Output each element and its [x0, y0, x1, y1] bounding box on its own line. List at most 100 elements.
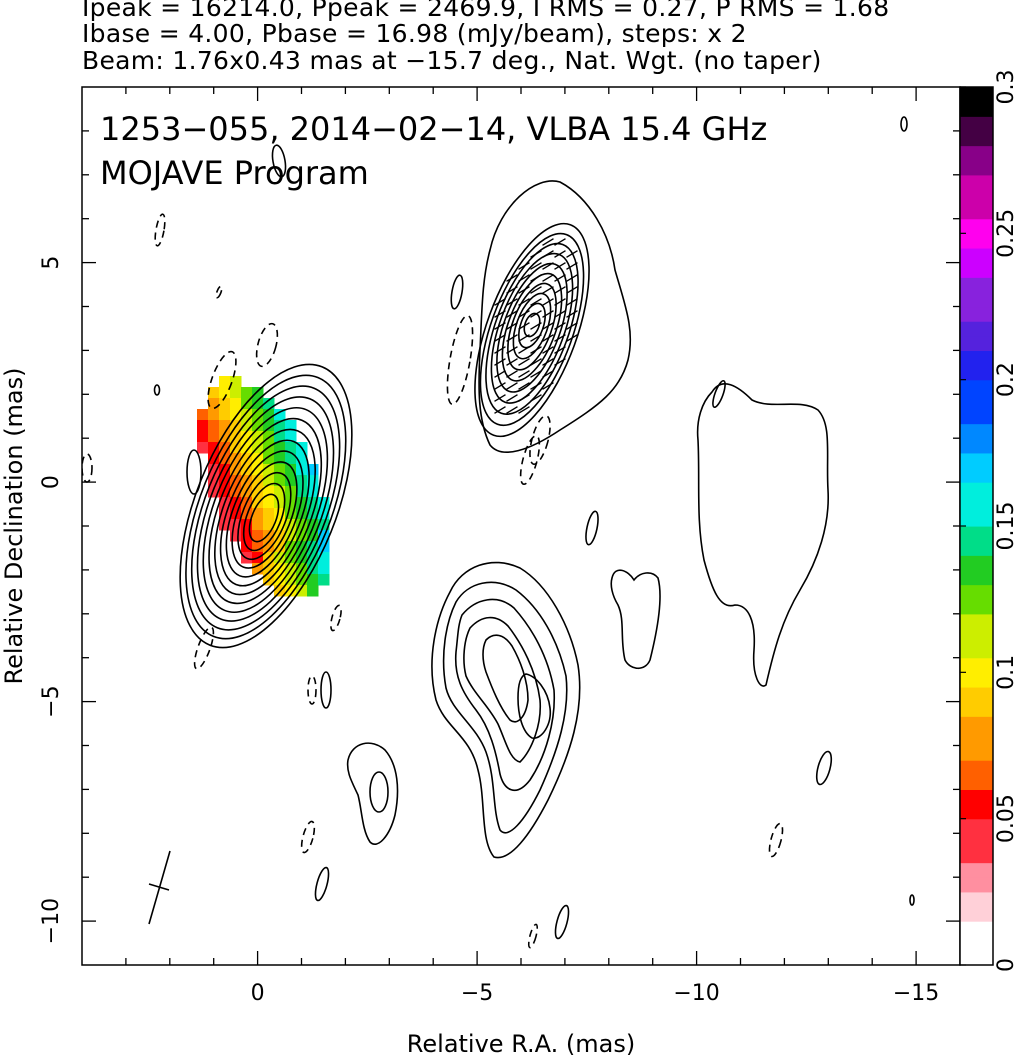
polarization-vector [566, 322, 578, 330]
polarization-vector [554, 274, 566, 282]
polarization-vector [506, 406, 518, 414]
patch-cell [318, 497, 330, 509]
patch-cell [274, 574, 286, 586]
patch-cell [219, 398, 231, 410]
y-tick-label: −10 [39, 898, 64, 944]
colorbar-band [960, 730, 993, 747]
polarization-vector [494, 346, 506, 354]
polarization-vector [506, 370, 518, 378]
patch-cell [252, 486, 264, 498]
patch-cell [318, 541, 330, 553]
core-contour-level [185, 374, 347, 640]
patch-cell [274, 420, 286, 432]
polarization-vector [506, 334, 518, 342]
colorbar-band [960, 643, 993, 659]
core-contour-level [237, 471, 292, 561]
polarization-vector [518, 346, 530, 354]
patch-cell [241, 519, 253, 531]
knot-north-outer-contour [478, 180, 632, 453]
colorbar-band [960, 950, 993, 966]
knot-north-contour-level [507, 282, 557, 371]
colorbar-band [960, 350, 993, 366]
patch-cell [263, 508, 275, 520]
core-contour-level [190, 385, 341, 631]
colorbar-band [960, 467, 993, 483]
patch-cell [307, 464, 319, 476]
polarization-vector [554, 310, 566, 318]
patch-cell [219, 442, 231, 454]
patch-cell [197, 420, 209, 432]
polarization-vector [530, 250, 542, 258]
patch-cell [252, 563, 264, 575]
polarization-vector [518, 370, 530, 378]
colorbar-band [960, 672, 993, 688]
core-contour-level [202, 406, 329, 614]
patch-cell [296, 486, 308, 498]
patch-cell [296, 508, 308, 520]
patch-cell [296, 497, 308, 509]
colorbar-band [960, 247, 993, 264]
colorbar-band [960, 906, 993, 922]
polarization-vectors [494, 238, 578, 414]
patch-cell [252, 409, 264, 421]
patch-cell [274, 552, 286, 564]
polarization-vector [530, 370, 542, 378]
patch-cell [230, 519, 242, 531]
polarization-vector [506, 298, 518, 306]
polarization-vector [494, 370, 506, 378]
colorbar-band [960, 335, 993, 351]
colorbar-band [960, 540, 993, 556]
negative-contours [82, 213, 784, 949]
polarization-vector [530, 286, 542, 294]
colorbar-band [960, 408, 993, 425]
patch-cell [208, 420, 220, 432]
polarization-vector [518, 310, 530, 318]
colorbar-band [960, 87, 993, 103]
polarization-vector [554, 286, 566, 294]
polarization-vector [530, 394, 542, 402]
colorbar-band [960, 482, 993, 498]
patch-cell [219, 453, 231, 465]
patch-cell [208, 431, 220, 443]
polarization-vector [518, 406, 530, 414]
colorbar-band [960, 321, 993, 337]
polarization-vector [554, 358, 566, 366]
colorbar-band [960, 847, 993, 864]
polarization-vector [542, 262, 554, 270]
colorbar-band [960, 701, 993, 717]
colorbar-tick-label: 0.2 [994, 362, 1019, 397]
polarization-vector [494, 394, 506, 402]
patch-cell [252, 508, 264, 520]
patch-cell [274, 497, 286, 509]
polarization-vector [518, 334, 530, 342]
y-tick-label: −5 [39, 685, 64, 717]
patch-cell [263, 486, 275, 498]
knot-north-contour-level [512, 292, 552, 360]
header-line-3: Beam: 1.76x0.43 mas at −15.7 deg., Nat. … [82, 46, 822, 75]
polarization-vector [530, 298, 542, 306]
colorbar-band [960, 818, 993, 834]
polarization-vector [566, 286, 578, 294]
colorbar-band [960, 262, 993, 278]
patch-cell [274, 541, 286, 553]
polarization-vector [506, 286, 518, 294]
patch-cell [263, 453, 275, 465]
x-tick-label: 0 [251, 981, 265, 1006]
patch-cell [219, 376, 231, 388]
patch-cell [241, 409, 253, 421]
polarization-vector [566, 298, 578, 306]
colorbar-band [960, 628, 993, 644]
polarization-vector [530, 358, 542, 366]
polarization-vector [518, 262, 530, 270]
polarization-vector [494, 310, 506, 318]
colorbar-band [960, 804, 993, 820]
knot-north-contours [474, 180, 632, 453]
polarization-vector [542, 274, 554, 282]
y-tick-label: 0 [39, 475, 64, 489]
x-axis-label: Relative R.A. (mas) [407, 1030, 635, 1058]
polarization-vector [542, 370, 554, 378]
patch-cell [252, 453, 264, 465]
colorbar-band [960, 511, 993, 527]
patch-cell [208, 398, 220, 410]
colorbar-band [960, 716, 993, 732]
